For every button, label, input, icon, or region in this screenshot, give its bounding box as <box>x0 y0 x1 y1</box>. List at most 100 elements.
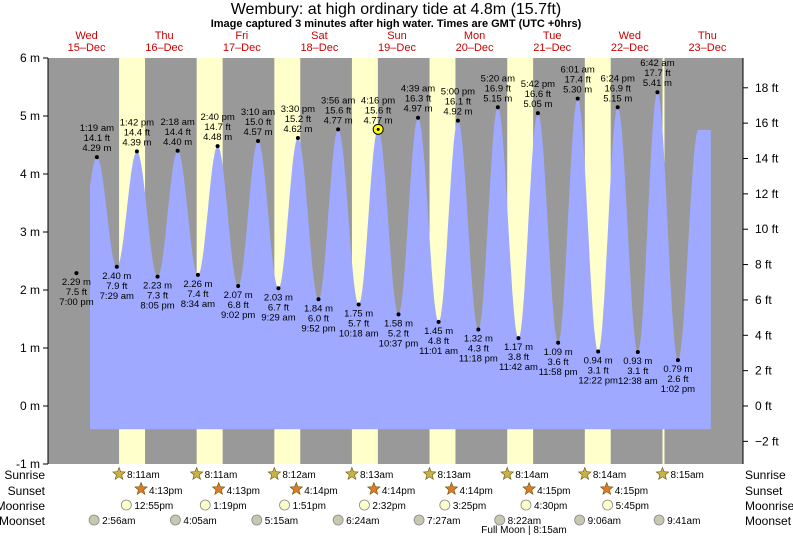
tide-time-11: 3:30 pm <box>281 104 315 115</box>
tide-point-13 <box>336 127 341 132</box>
tide-height-ft-18: 4.8 ft <box>428 336 449 347</box>
sunset-time-0: 4:13pm <box>149 486 182 497</box>
tide-height-ft-14: 5.7 ft <box>348 319 369 330</box>
tide-point-24 <box>556 340 561 345</box>
tide-point-4 <box>155 274 160 279</box>
tide-point-23 <box>535 111 540 116</box>
tide-time-2: 7:29 am <box>100 291 134 302</box>
sunset-row-label: Sunset <box>745 484 783 498</box>
sunrise-time-4: 8:13am <box>438 470 471 481</box>
tide-height-ft-16: 5.2 ft <box>388 328 409 339</box>
tide-height-m-27: 5.15 m <box>603 93 632 104</box>
sunrise-time-6: 8:14am <box>593 470 626 481</box>
y-tick-label-m-1: 0 m <box>20 399 40 413</box>
sunrise-time-2: 8:12am <box>282 470 315 481</box>
y-axis-metres: -1 m 0 m 1 m 2 m 3 m 4 m 5 m 6 m <box>16 51 49 471</box>
day-date-3: 18–Dec <box>300 42 338 54</box>
tide-time-22: 11:42 am <box>499 362 538 373</box>
tide-height-m-9: 4.57 m <box>244 127 273 138</box>
tide-height-ft-13: 15.6 ft <box>325 105 352 116</box>
moonset-icon-0 <box>88 514 100 526</box>
tide-point-2 <box>114 264 119 269</box>
tide-height-m-26: 0.94 m <box>584 355 613 366</box>
sunset-icon-1 <box>211 481 226 495</box>
tide-height-ft-24: 3.6 ft <box>548 357 569 368</box>
y-tick-label-m-7: 6 m <box>20 51 40 65</box>
tide-height-ft-10: 6.7 ft <box>268 302 289 313</box>
moonrise-icon-4 <box>439 499 451 511</box>
tide-height-m-7: 4.48 m <box>203 132 232 143</box>
day-name-5: Mon <box>464 30 485 42</box>
day-date-7: 22–Dec <box>611 42 649 54</box>
tide-height-m-20: 1.32 m <box>464 333 493 344</box>
y-tick-label-m-3: 2 m <box>20 283 40 297</box>
moonset-icon-1 <box>169 514 181 526</box>
tide-time-24: 11:58 pm <box>539 367 578 378</box>
tide-height-m-12: 1.84 m <box>304 303 333 314</box>
tide-height-m-22: 1.17 m <box>504 342 533 353</box>
moonrise-time-1: 1:19pm <box>213 501 246 512</box>
tide-height-m-30: 0.79 m <box>663 364 692 375</box>
moonrise-time-5: 4:30pm <box>534 501 567 512</box>
tide-height-m-6: 2.26 m <box>183 279 212 290</box>
moonset-time-2: 5:15am <box>265 516 298 527</box>
sunset-icon-6 <box>599 481 614 495</box>
tide-time-13: 3:56 am <box>321 95 355 106</box>
y-tick-label-ft-9: 16 ft <box>755 116 779 130</box>
tide-point-26 <box>596 349 601 354</box>
sunrise-icon-5 <box>500 466 515 480</box>
tide-point-20 <box>476 327 481 332</box>
day-labels: Wed15–DecThu16–DecFri17–DecSat18–DecSun1… <box>68 30 727 54</box>
current-time-marker-dot <box>376 127 380 131</box>
sunrise-icon-3 <box>345 466 359 480</box>
y-tick-label-m-6: 5 m <box>20 109 40 123</box>
tide-time-29: 6:42 am <box>640 58 674 69</box>
sunset-icon-0 <box>134 481 148 495</box>
moonset-time-5: 8:22am <box>508 516 541 527</box>
tide-time-20: 11:18 pm <box>459 353 498 364</box>
tide-time-30: 1:02 pm <box>661 384 695 395</box>
day-name-2: Fri <box>235 30 248 42</box>
tide-time-26: 12:22 pm <box>578 375 618 386</box>
sunrise-icon-7 <box>655 466 670 480</box>
tide-height-ft-4: 7.3 ft <box>147 291 168 302</box>
sunset-time-1: 4:13pm <box>227 486 260 497</box>
day-date-0: 15–Dec <box>68 42 106 54</box>
tide-time-17: 4:39 am <box>401 84 435 95</box>
moonset-time-0: 2:56am <box>102 516 135 527</box>
y-axis-feet: −2 ft 0 ft 2 ft 4 ft 6 ft 8 ft 10 ft 12 ft 14 ft… <box>742 58 779 464</box>
tide-time-12: 9:52 pm <box>301 323 335 334</box>
tide-point-5 <box>175 148 180 153</box>
day-date-1: 16–Dec <box>145 42 183 54</box>
tide-height-ft-19: 16.1 ft <box>445 97 472 108</box>
moonrise-time-0: 12:55pm <box>134 501 173 512</box>
tide-height-ft-27: 16.9 ft <box>605 83 632 94</box>
tide-time-0: 7:00 pm <box>59 297 93 308</box>
tide-time-4: 8:05 pm <box>140 301 174 312</box>
tide-height-ft-29: 17.7 ft <box>644 68 671 79</box>
sunset-time-2: 4:14pm <box>304 486 337 497</box>
tide-time-8: 9:02 pm <box>221 310 255 321</box>
tide-height-m-14: 1.75 m <box>344 309 373 320</box>
tide-height-ft-15: 15.6 ft <box>365 105 392 116</box>
sunset-time-6: 4:15pm <box>615 486 648 497</box>
tide-height-m-16: 1.58 m <box>384 318 413 329</box>
sunset-time-3: 4:14pm <box>382 486 415 497</box>
day-name-6: Tue <box>543 30 562 42</box>
tide-height-m-21: 5.15 m <box>483 93 512 104</box>
moonrise-time-3: 2:32pm <box>372 501 405 512</box>
y-tick-label-ft-7: 12 ft <box>755 187 779 201</box>
sunset-icon-5 <box>522 481 537 495</box>
sunrise-icon-1 <box>189 466 204 480</box>
sunset-icon-3 <box>366 481 381 495</box>
sunrise-time-1: 8:11am <box>205 470 238 481</box>
moonset-time-1: 4:05am <box>183 516 216 527</box>
tide-height-ft-20: 4.3 ft <box>468 343 489 354</box>
moonset-icon-6 <box>574 514 586 526</box>
tide-height-ft-28: 3.1 ft <box>627 366 648 377</box>
tide-height-m-2: 2.40 m <box>102 271 131 282</box>
y-tick-label-ft-2: 2 ft <box>755 364 772 378</box>
tide-time-16: 10:37 pm <box>379 338 419 349</box>
tide-point-27 <box>615 105 620 110</box>
